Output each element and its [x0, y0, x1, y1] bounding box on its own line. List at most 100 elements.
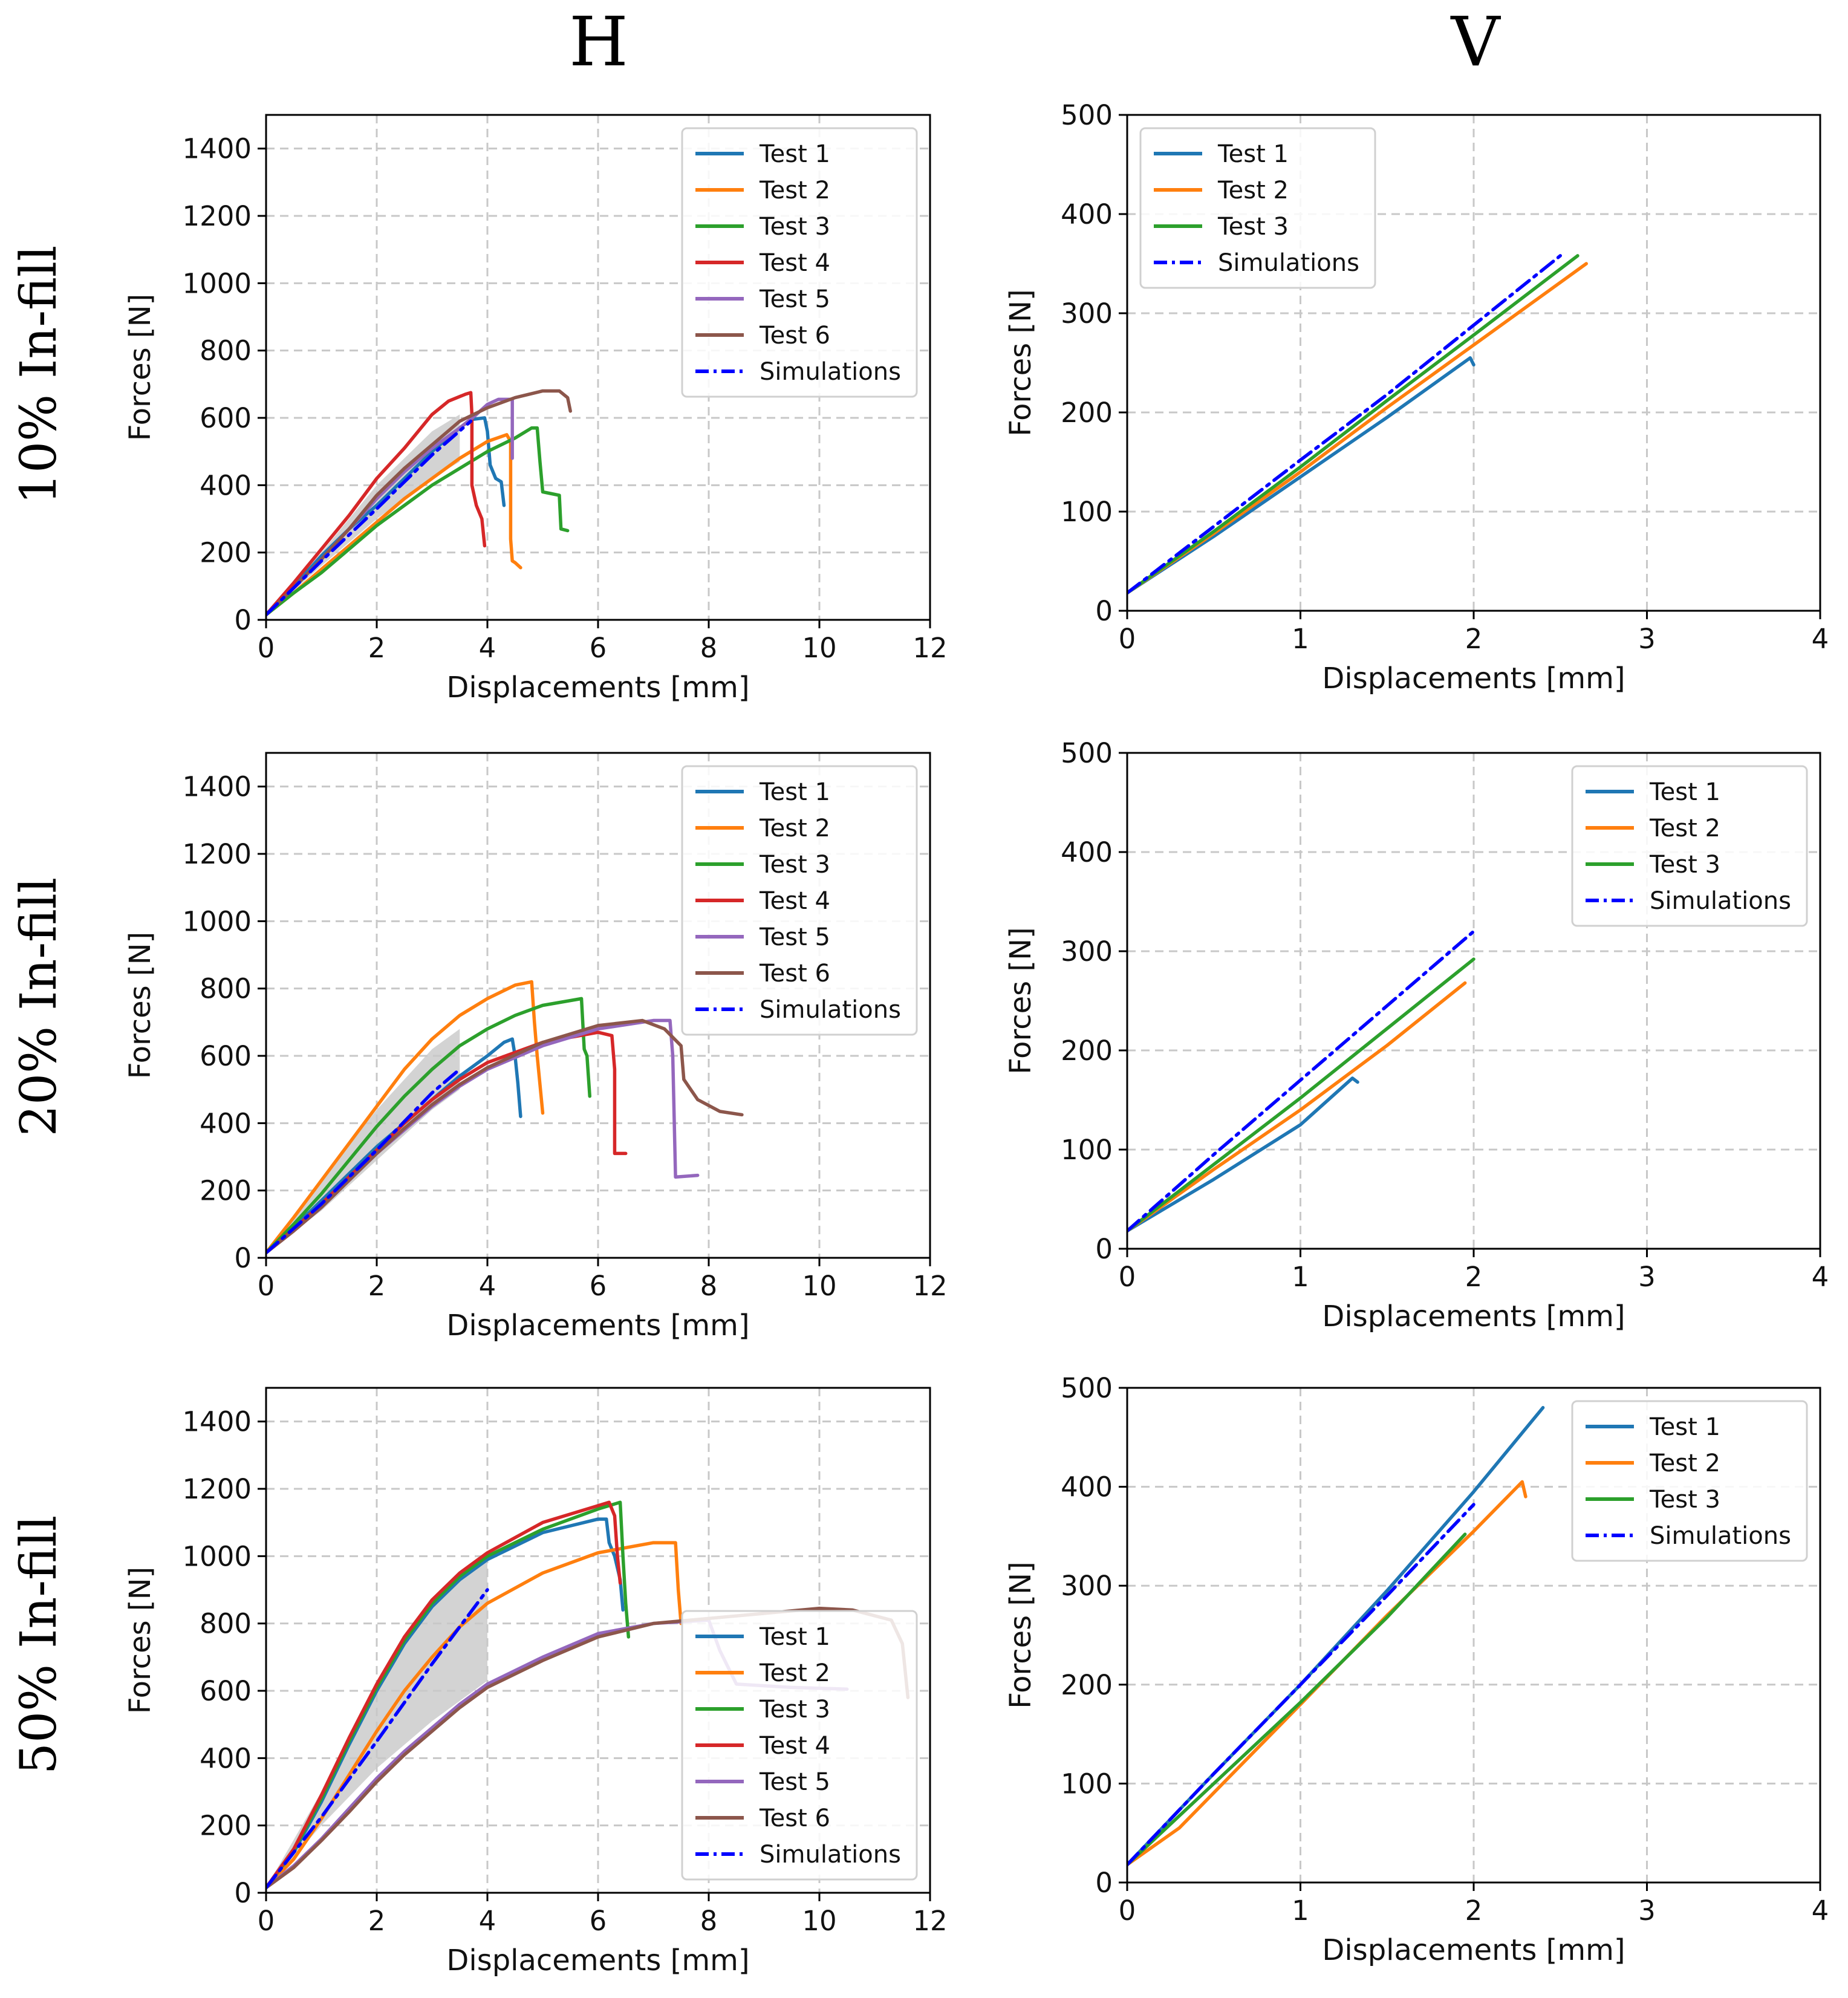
series-test-2: [1127, 981, 1467, 1233]
x-tick-label: 12: [913, 632, 947, 664]
series-simulations: [1127, 254, 1562, 595]
legend-label: Simulations: [760, 358, 901, 386]
series-test-4: [266, 1500, 622, 1890]
y-tick-label: 0: [1095, 595, 1113, 627]
legend-label: Test 5: [759, 1768, 830, 1796]
series-test-1: [1127, 356, 1475, 595]
x-tick-label: 4: [1812, 1261, 1829, 1293]
legend-label: Test 2: [759, 1659, 830, 1687]
y-tick-label: 800: [200, 973, 252, 1005]
legend-label: Simulations: [1218, 249, 1359, 277]
legend-box: [681, 765, 918, 1036]
legend-label: Test 1: [759, 778, 830, 806]
x-tick-label: 2: [368, 1270, 386, 1302]
legend-label: Test 1: [1649, 778, 1720, 806]
series-test-6: [266, 389, 572, 617]
legend-label: Test 3: [1217, 213, 1289, 241]
x-tick-label: 4: [1812, 1895, 1829, 1927]
legend-label: Simulations: [760, 996, 901, 1024]
legend-box: [1571, 1400, 1808, 1562]
x-tick-label: 8: [700, 1270, 718, 1302]
legend-label: Test 4: [759, 249, 830, 277]
y-axis-label: Forces [N]: [123, 294, 157, 441]
series-test-1: [1127, 1076, 1359, 1233]
row-label-50: 50% In-fill: [10, 1515, 68, 1774]
x-tick-label: 0: [1119, 623, 1136, 655]
y-tick-label: 300: [1061, 298, 1113, 330]
x-tick-label: 2: [368, 1905, 386, 1937]
x-tick-label: 8: [700, 1905, 718, 1937]
y-tick-label: 100: [1061, 1768, 1113, 1800]
y-axis-label: Forces [N]: [1004, 289, 1038, 437]
legend-label: Test 1: [759, 140, 830, 168]
y-axis-label: Forces [N]: [1004, 927, 1038, 1075]
series-simulations: [1127, 1503, 1475, 1867]
legend: Test 1 Test 2 Test 3 Test 4 Test 5 Test 6 Simu…: [681, 1610, 918, 1881]
series-simulations: [266, 419, 473, 617]
y-axis-label: Forces [N]: [1004, 1561, 1038, 1709]
y-tick-label: 1200: [182, 200, 252, 232]
y-axis-label: Forces [N]: [123, 932, 157, 1079]
x-tick-label: 12: [913, 1905, 947, 1937]
chart-panel-0: 0 2 4 6 8 10 12 0 200 400 600 800 1000 1200 1400 Displa…: [123, 114, 948, 705]
legend-box: [1571, 765, 1808, 927]
legend: Test 1 Test 2 Test 3 Simulations: [1571, 765, 1808, 927]
series-test-3: [1127, 957, 1475, 1233]
y-tick-label: 800: [200, 1608, 252, 1640]
chart-panel-3: 0 1 2 3 4 0 100 200 300 400 500 Displacements [mm] F…: [1004, 737, 1829, 1333]
legend: Test 1 Test 2 Test 3 Test 4 Test 5 Test 6 Simu…: [681, 127, 918, 398]
x-tick-label: 10: [802, 1905, 836, 1937]
legend-label: Test 6: [759, 1804, 830, 1832]
y-tick-label: 1000: [182, 905, 252, 937]
y-tick-label: 500: [1061, 99, 1113, 131]
legend-label: Test 1: [1217, 140, 1289, 168]
x-axis-label: Displacements [mm]: [446, 1309, 749, 1342]
legend-box: [681, 127, 918, 398]
y-tick-label: 400: [1061, 198, 1113, 230]
series-test-4: [266, 391, 487, 617]
legend-label: Test 3: [759, 1696, 830, 1723]
series-test-6: [266, 1018, 744, 1255]
y-tick-label: 0: [1095, 1233, 1113, 1265]
x-tick-label: 1: [1292, 1261, 1309, 1293]
y-tick-label: 500: [1061, 737, 1113, 769]
legend-label: Test 1: [759, 1623, 830, 1651]
x-tick-label: 6: [590, 1270, 607, 1302]
column-title-v: V: [1450, 3, 1502, 82]
x-tick-label: 2: [1465, 1895, 1483, 1927]
chart-panel-2: 0 2 4 6 8 10 12 0 200 400 600 800 1000 1200 1400 Displa…: [123, 752, 948, 1342]
x-tick-label: 10: [802, 1270, 836, 1302]
axes-frame: [265, 752, 931, 1259]
legend-label: Test 2: [1217, 177, 1289, 204]
x-tick-label: 12: [913, 1270, 947, 1302]
series-test-2: [266, 433, 522, 617]
series-test-3: [1127, 254, 1580, 595]
legend-label: Test 3: [1649, 1486, 1720, 1514]
x-tick-label: 2: [368, 632, 386, 664]
x-tick-label: 1: [1292, 623, 1309, 655]
y-tick-label: 1400: [182, 771, 252, 803]
series-test-3: [1127, 1532, 1467, 1867]
chart-panel-4: 0 2 4 6 8 10 12 0 200 400 600 800 1000 1200 1400 Displa…: [123, 1387, 948, 1977]
x-tick-label: 10: [802, 632, 836, 664]
x-tick-label: 4: [1812, 623, 1829, 655]
x-tick-label: 4: [479, 1270, 496, 1302]
legend-box: [681, 1610, 918, 1881]
legend-label: Test 2: [759, 815, 830, 842]
legend-label: Test 5: [759, 923, 830, 951]
y-tick-label: 400: [1061, 1471, 1113, 1503]
y-tick-label: 400: [200, 469, 252, 501]
x-tick-label: 6: [590, 632, 607, 664]
x-tick-label: 0: [1119, 1261, 1136, 1293]
series-test-3: [266, 426, 570, 617]
legend-label: Test 3: [759, 213, 830, 241]
chart-panel-1: 0 1 2 3 4 0 100 200 300 400 500 Displacements [mm] F…: [1004, 99, 1829, 695]
legend-label: Simulations: [1650, 1522, 1791, 1550]
y-tick-label: 500: [1061, 1372, 1113, 1404]
y-tick-label: 200: [1061, 1669, 1113, 1701]
x-tick-label: 2: [1465, 1261, 1483, 1293]
x-tick-label: 6: [590, 1905, 607, 1937]
x-tick-label: 4: [479, 1905, 496, 1937]
axes-frame: [265, 1387, 931, 1894]
y-tick-label: 600: [200, 1040, 252, 1072]
